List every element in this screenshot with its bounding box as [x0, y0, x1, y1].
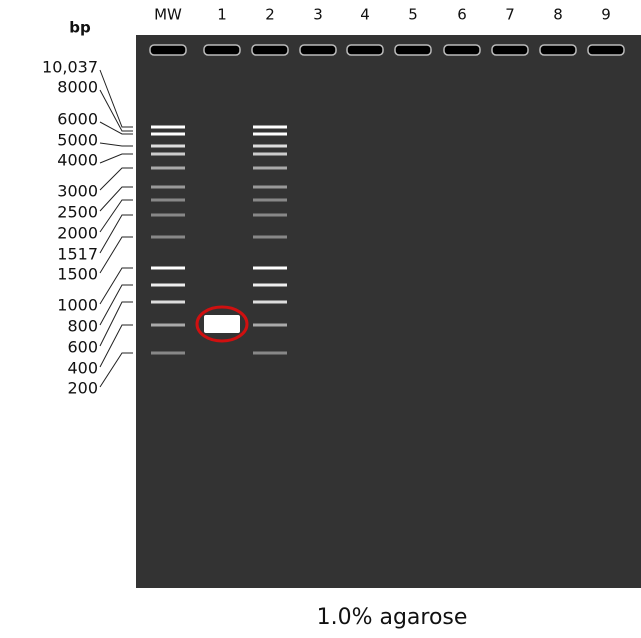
- size-label: 2000: [57, 224, 98, 243]
- gel-figure: bp 1.0% agarose MW 1 2 3 4 5 6 7 8 9 10,0378000 600…: [0, 0, 641, 634]
- well: [444, 45, 480, 55]
- ladder-band: [253, 133, 287, 136]
- ladder-band: [253, 267, 287, 270]
- well: [300, 45, 336, 55]
- size-label: 600: [67, 338, 98, 357]
- ladder-band: [151, 284, 185, 287]
- size-label: 8000: [57, 78, 98, 97]
- size-label: 1000: [57, 296, 98, 315]
- ladder-band: [253, 126, 287, 129]
- well: [395, 45, 431, 55]
- lane-label: 2: [265, 6, 275, 24]
- ladder-band: [253, 145, 287, 148]
- size-label: 1500: [57, 265, 98, 284]
- size-label: 1517: [57, 245, 98, 264]
- well: [492, 45, 528, 55]
- lane-label: 9: [601, 6, 611, 24]
- size-label: 800: [67, 317, 98, 336]
- ladder-band: [253, 284, 287, 287]
- ladder-band: [151, 126, 185, 129]
- ladder-band: [151, 133, 185, 136]
- ladder-band: [253, 153, 287, 156]
- sample-band: [204, 315, 240, 333]
- lane-label: 5: [408, 6, 418, 24]
- leader-line: [100, 200, 133, 232]
- lane-label: MW: [154, 6, 182, 24]
- leader-line: [100, 302, 133, 346]
- leader-line: [100, 285, 133, 325]
- leader-line: [100, 122, 133, 134]
- ladder-band: [253, 352, 287, 355]
- size-label: 5000: [57, 131, 98, 150]
- ladder-band: [253, 301, 287, 304]
- ladder-band: [151, 186, 185, 189]
- ladder-band: [151, 301, 185, 304]
- size-label: 400: [67, 359, 98, 378]
- leader-line: [100, 143, 133, 146]
- units-label: bp: [69, 19, 91, 37]
- well: [347, 45, 383, 55]
- ladder-band: [151, 145, 185, 148]
- ladder-band: [253, 167, 287, 170]
- ladder-band: [151, 167, 185, 170]
- size-label: 2500: [57, 203, 98, 222]
- ladder-band: [253, 199, 287, 202]
- ladder-band: [151, 352, 185, 355]
- size-label: 200: [67, 379, 98, 398]
- leader-line: [100, 215, 133, 253]
- lane-label: 6: [457, 6, 467, 24]
- ladder-band: [151, 199, 185, 202]
- lane-label: 3: [313, 6, 323, 24]
- leader-line: [100, 154, 133, 163]
- lane-label: 8: [553, 6, 563, 24]
- ladder-band: [151, 214, 185, 217]
- leader-line: [100, 268, 133, 304]
- lane-label: 7: [505, 6, 515, 24]
- ladder-band: [253, 236, 287, 239]
- ladder-band: [151, 324, 185, 327]
- lane-label: 4: [360, 6, 370, 24]
- caption: 1.0% agarose: [317, 605, 468, 630]
- size-label: 10,037: [42, 58, 98, 77]
- well: [540, 45, 576, 55]
- size-label: 4000: [57, 151, 98, 170]
- well: [204, 45, 240, 55]
- ladder-band: [253, 186, 287, 189]
- well: [150, 45, 186, 55]
- gel: [136, 35, 641, 588]
- ladder-band: [253, 324, 287, 327]
- ladder-band: [151, 267, 185, 270]
- size-label: 3000: [57, 182, 98, 201]
- ladder-band: [253, 214, 287, 217]
- well: [588, 45, 624, 55]
- size-label: 6000: [57, 110, 98, 129]
- ladder-band: [151, 153, 185, 156]
- lane-label: 1: [217, 6, 227, 24]
- well: [252, 45, 288, 55]
- ladder-band: [151, 236, 185, 239]
